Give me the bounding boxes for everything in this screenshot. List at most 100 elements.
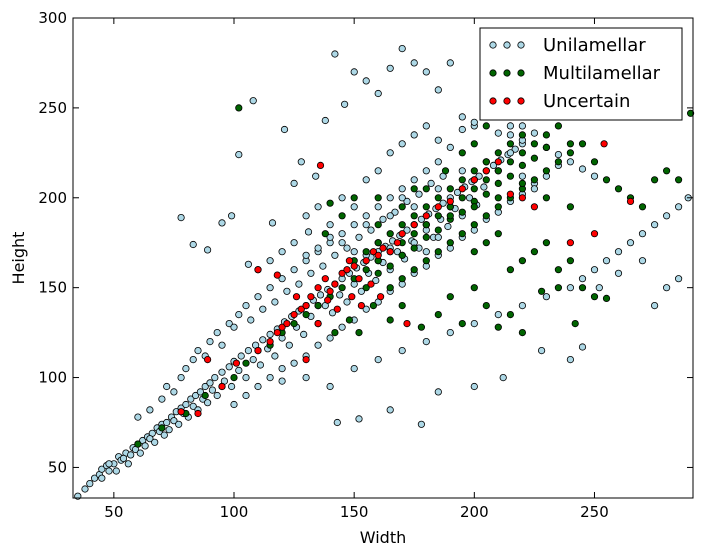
point-unilamellar xyxy=(119,454,128,462)
point-uncertain xyxy=(273,328,281,337)
point-multilamellar xyxy=(386,284,394,292)
point-multilamellar xyxy=(314,301,322,310)
point-uncertain xyxy=(422,212,430,220)
point-multilamellar xyxy=(398,251,406,259)
point-uncertain xyxy=(398,230,406,238)
point-unilamellar xyxy=(278,248,286,256)
point-unilamellar xyxy=(530,129,539,137)
point-multilamellar xyxy=(398,275,406,283)
point-multilamellar xyxy=(506,310,514,319)
point-unilamellar xyxy=(218,341,226,349)
point-unilamellar xyxy=(554,151,563,159)
point-multilamellar xyxy=(518,149,527,157)
legend-label: Uncertain xyxy=(543,91,630,112)
point-multilamellar xyxy=(566,140,575,148)
point-unilamellar xyxy=(422,337,430,346)
y-tick-label: 250 xyxy=(38,99,67,117)
point-unilamellar xyxy=(537,346,546,355)
point-unilamellar xyxy=(290,179,298,187)
point-unilamellar xyxy=(196,388,204,396)
point-unilamellar xyxy=(475,172,483,180)
point-unilamellar xyxy=(410,203,418,211)
point-unilamellar xyxy=(566,355,575,364)
point-unilamellar xyxy=(136,449,144,457)
point-uncertain xyxy=(566,239,575,247)
y-tick-label: 50 xyxy=(48,458,67,476)
point-uncertain xyxy=(307,293,315,301)
point-unilamellar xyxy=(141,442,149,450)
point-uncertain xyxy=(177,408,185,416)
point-multilamellar xyxy=(446,185,454,193)
point-multilamellar xyxy=(470,221,478,229)
point-multilamellar xyxy=(542,131,551,139)
point-unilamellar xyxy=(362,77,370,85)
point-unilamellar xyxy=(266,257,274,265)
point-multilamellar xyxy=(410,212,418,220)
point-uncertain xyxy=(273,271,281,279)
point-multilamellar xyxy=(345,316,353,324)
point-multilamellar xyxy=(662,167,671,175)
point-unilamellar xyxy=(398,44,406,53)
legend-marker xyxy=(517,41,525,49)
point-multilamellar xyxy=(434,194,442,202)
point-unilamellar xyxy=(614,269,623,277)
x-tick-label: 250 xyxy=(580,503,609,521)
point-multilamellar xyxy=(578,284,587,292)
point-unilamellar xyxy=(417,420,425,428)
point-unilamellar xyxy=(439,199,447,207)
point-unilamellar xyxy=(283,287,291,295)
y-axis-label: Height xyxy=(9,232,28,285)
point-multilamellar xyxy=(434,248,442,256)
point-unilamellar xyxy=(235,366,243,374)
point-multilamellar xyxy=(331,328,339,337)
point-uncertain xyxy=(343,266,351,274)
point-unilamellar xyxy=(278,275,286,283)
ticks-layer: 50 100 150 200 250 50 100 150 200 250 300 xyxy=(38,9,693,521)
point-multilamellar xyxy=(458,176,466,184)
point-unilamellar xyxy=(242,391,250,400)
point-unilamellar xyxy=(434,233,442,241)
point-multilamellar xyxy=(554,158,563,166)
point-unilamellar xyxy=(338,230,346,238)
point-uncertain xyxy=(316,161,325,169)
point-unilamellar xyxy=(398,194,406,202)
point-uncertain xyxy=(345,257,353,265)
point-uncertain xyxy=(350,262,358,270)
point-multilamellar xyxy=(554,284,563,292)
point-multilamellar xyxy=(494,203,502,211)
legend-marker xyxy=(503,97,511,105)
point-unilamellar xyxy=(170,417,178,425)
point-unilamellar xyxy=(266,373,274,382)
point-unilamellar xyxy=(446,143,454,151)
point-multilamellar xyxy=(338,284,346,292)
point-multilamellar xyxy=(590,293,599,301)
point-unilamellar xyxy=(379,215,387,223)
point-unilamellar xyxy=(355,415,363,423)
point-unilamellar xyxy=(302,373,310,382)
point-unilamellar xyxy=(278,364,286,373)
point-multilamellar xyxy=(470,203,478,211)
point-unilamellar xyxy=(458,167,466,175)
point-unilamellar xyxy=(340,100,349,108)
point-multilamellar xyxy=(134,440,142,448)
point-uncertain xyxy=(367,280,375,288)
point-multilamellar xyxy=(446,212,454,220)
point-unilamellar xyxy=(314,203,322,211)
point-unilamellar xyxy=(410,59,418,67)
point-unilamellar xyxy=(355,233,363,241)
point-unilamellar xyxy=(290,239,298,247)
point-unilamellar xyxy=(112,467,120,475)
point-unilamellar xyxy=(494,129,502,137)
point-unilamellar xyxy=(444,222,452,231)
legend-item-multilamellar: Multilamellar xyxy=(489,63,661,84)
point-unilamellar xyxy=(326,334,334,342)
point-uncertain xyxy=(290,310,298,319)
point-multilamellar xyxy=(326,199,334,207)
point-uncertain xyxy=(292,293,301,301)
point-unilamellar xyxy=(319,262,327,270)
point-multilamellar xyxy=(369,301,377,310)
x-tick-label: 100 xyxy=(220,503,249,521)
point-multilamellar xyxy=(470,185,478,193)
point-unilamellar xyxy=(213,328,221,337)
point-multilamellar xyxy=(446,239,454,247)
